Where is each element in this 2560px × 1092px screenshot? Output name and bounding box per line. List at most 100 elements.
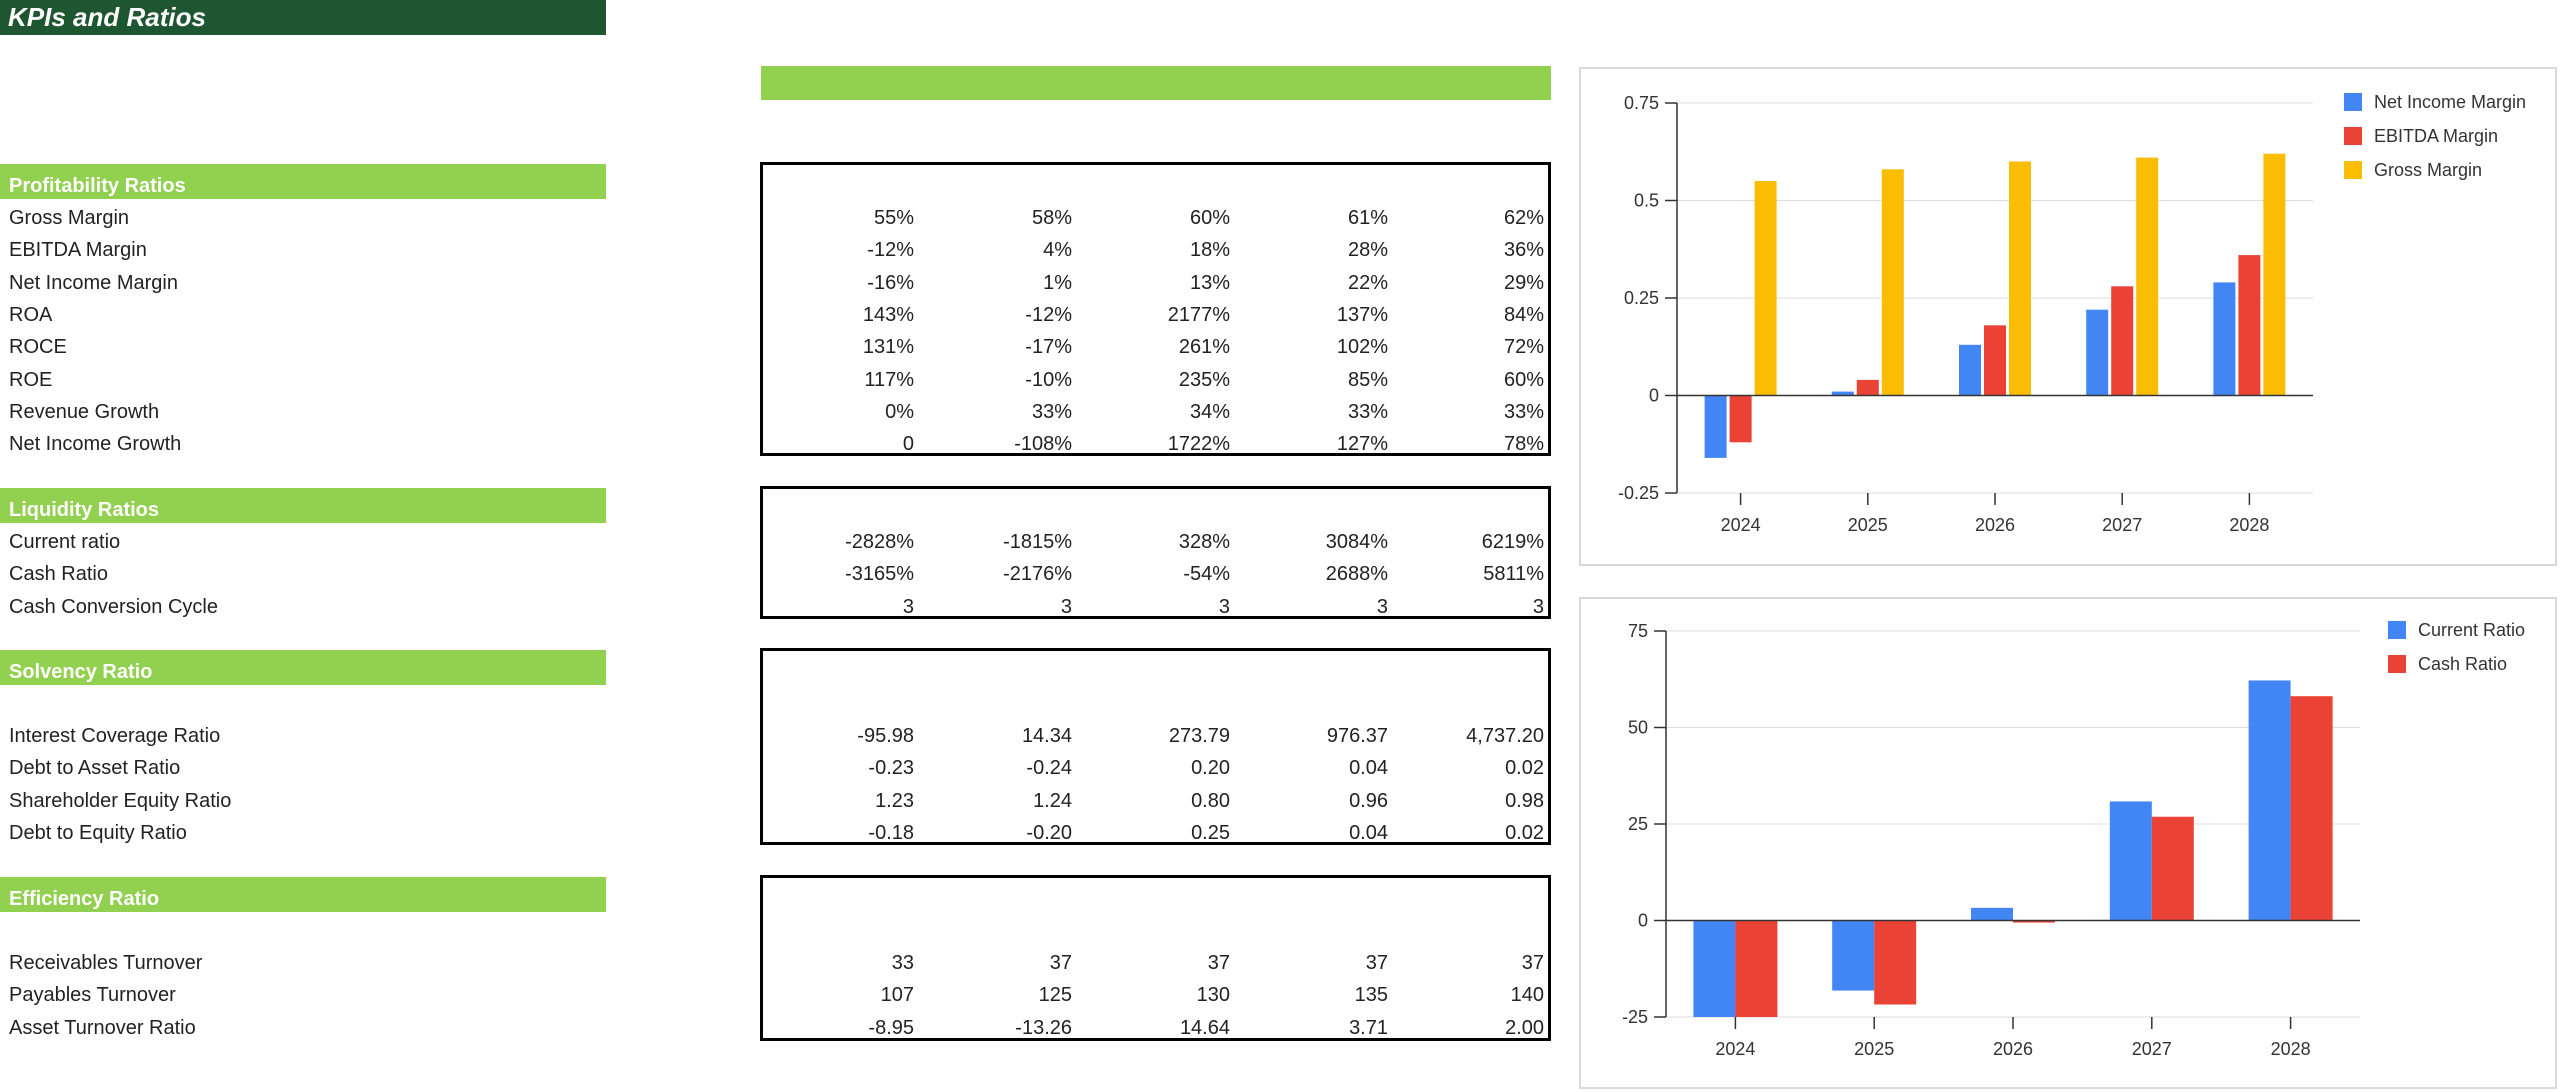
value-cell[interactable]: 235% bbox=[1178, 369, 1230, 391]
value-cell[interactable]: 143% bbox=[862, 304, 914, 326]
value-cell[interactable]: 62% bbox=[1503, 207, 1544, 229]
value-cell[interactable]: -0.23 bbox=[868, 757, 914, 779]
value-cell[interactable]: -1815% bbox=[1003, 531, 1072, 553]
value-cell[interactable]: -2176% bbox=[1003, 563, 1072, 585]
value-cell[interactable]: 3084% bbox=[1325, 531, 1388, 553]
row-label[interactable]: EBITDA Margin bbox=[9, 239, 147, 261]
row-label[interactable]: Net Income Growth bbox=[9, 433, 182, 455]
value-cell[interactable]: 84% bbox=[1503, 304, 1544, 326]
value-cell[interactable]: 1.24 bbox=[1033, 790, 1072, 812]
value-cell[interactable]: 0.04 bbox=[1349, 822, 1388, 844]
value-cell[interactable]: 58% bbox=[1031, 207, 1072, 229]
row-label[interactable]: Shareholder Equity Ratio bbox=[9, 790, 232, 812]
value-cell[interactable]: 261% bbox=[1178, 336, 1230, 358]
value-cell[interactable]: 102% bbox=[1336, 336, 1388, 358]
value-cell[interactable]: -3165% bbox=[845, 563, 914, 585]
value-cell[interactable]: 0.02 bbox=[1505, 757, 1544, 779]
value-cell[interactable]: 127% bbox=[1336, 433, 1388, 455]
value-cell[interactable]: 6219% bbox=[1481, 531, 1544, 553]
value-cell[interactable]: 60% bbox=[1189, 207, 1230, 229]
row-label[interactable]: Cash Conversion Cycle bbox=[9, 596, 218, 618]
value-cell[interactable]: 22% bbox=[1347, 272, 1388, 294]
value-cell[interactable]: 0.98 bbox=[1505, 790, 1544, 812]
value-cell[interactable]: -10% bbox=[1025, 369, 1072, 391]
value-cell[interactable]: 3 bbox=[902, 596, 914, 618]
value-cell[interactable]: 0.96 bbox=[1349, 790, 1388, 812]
value-cell[interactable]: 72% bbox=[1503, 336, 1544, 358]
value-cell[interactable]: 37 bbox=[1521, 952, 1544, 974]
value-cell[interactable]: 1% bbox=[1043, 272, 1072, 294]
value-cell[interactable]: 0.04 bbox=[1349, 757, 1388, 779]
value-cell[interactable]: -0.24 bbox=[1026, 757, 1072, 779]
value-cell[interactable]: 37 bbox=[1365, 952, 1388, 974]
value-cell[interactable]: 37 bbox=[1207, 952, 1230, 974]
value-cell[interactable]: 125 bbox=[1038, 984, 1072, 1006]
value-cell[interactable]: 3 bbox=[1532, 596, 1544, 618]
row-label[interactable]: Receivables Turnover bbox=[9, 952, 203, 974]
value-cell[interactable]: 131% bbox=[862, 336, 914, 358]
row-label[interactable]: ROA bbox=[9, 304, 53, 326]
value-cell[interactable]: 14.34 bbox=[1021, 725, 1072, 747]
row-label[interactable]: Debt to Asset Ratio bbox=[9, 757, 181, 779]
value-cell[interactable]: 328% bbox=[1178, 531, 1230, 553]
value-cell[interactable]: 273.79 bbox=[1168, 725, 1230, 747]
value-cell[interactable]: 1.23 bbox=[875, 790, 914, 812]
value-cell[interactable]: 33 bbox=[891, 952, 914, 974]
row-label[interactable]: Payables Turnover bbox=[9, 984, 176, 1006]
row-label[interactable]: Current ratio bbox=[9, 531, 121, 553]
value-cell[interactable]: 4% bbox=[1043, 239, 1072, 261]
value-cell[interactable]: 13% bbox=[1189, 272, 1230, 294]
value-cell[interactable]: 3.71 bbox=[1349, 1017, 1388, 1039]
value-cell[interactable]: 3 bbox=[1376, 596, 1388, 618]
value-cell[interactable]: -13.26 bbox=[1015, 1017, 1072, 1039]
value-cell[interactable]: 0.02 bbox=[1505, 822, 1544, 844]
value-cell[interactable]: 34% bbox=[1189, 401, 1230, 423]
value-cell[interactable]: 33% bbox=[1031, 401, 1072, 423]
row-label[interactable]: Interest Coverage Ratio bbox=[9, 725, 221, 747]
value-cell[interactable]: 140 bbox=[1510, 984, 1544, 1006]
value-cell[interactable]: 976.37 bbox=[1326, 725, 1388, 747]
value-cell[interactable]: -108% bbox=[1014, 433, 1072, 455]
value-cell[interactable]: 33% bbox=[1347, 401, 1388, 423]
value-cell[interactable]: 5811% bbox=[1483, 563, 1544, 585]
value-cell[interactable]: -95.98 bbox=[857, 725, 914, 747]
value-cell[interactable]: 0.20 bbox=[1191, 757, 1230, 779]
value-cell[interactable]: 117% bbox=[864, 369, 914, 391]
value-cell[interactable]: 33% bbox=[1503, 401, 1544, 423]
row-label[interactable]: Net Income Margin bbox=[9, 272, 178, 294]
value-cell[interactable]: 14.64 bbox=[1179, 1017, 1230, 1039]
value-cell[interactable]: -16% bbox=[867, 272, 914, 294]
value-cell[interactable]: 2.00 bbox=[1505, 1017, 1544, 1039]
value-cell[interactable]: 130 bbox=[1196, 984, 1230, 1006]
value-cell[interactable]: -2828% bbox=[845, 531, 914, 553]
value-cell[interactable]: 1722% bbox=[1167, 433, 1230, 455]
value-cell[interactable]: 135 bbox=[1354, 984, 1388, 1006]
row-label[interactable]: Cash Ratio bbox=[9, 563, 108, 585]
value-cell[interactable]: 85% bbox=[1347, 369, 1388, 391]
value-cell[interactable]: 18% bbox=[1189, 239, 1230, 261]
value-cell[interactable]: -12% bbox=[1025, 304, 1072, 326]
value-cell[interactable]: 78% bbox=[1503, 433, 1544, 455]
value-cell[interactable]: 137% bbox=[1336, 304, 1388, 326]
value-cell[interactable]: -12% bbox=[867, 239, 914, 261]
value-cell[interactable]: 3 bbox=[1218, 596, 1230, 618]
row-label[interactable]: ROCE bbox=[9, 336, 67, 358]
value-cell[interactable]: -17% bbox=[1025, 336, 1072, 358]
value-cell[interactable]: 107 bbox=[880, 984, 914, 1006]
value-cell[interactable]: 36% bbox=[1503, 239, 1544, 261]
value-cell[interactable]: 4,737.20 bbox=[1466, 725, 1544, 747]
value-cell[interactable]: 61% bbox=[1347, 207, 1388, 229]
row-label[interactable]: Gross Margin bbox=[9, 207, 130, 229]
value-cell[interactable]: -0.18 bbox=[868, 822, 914, 844]
row-label[interactable]: Asset Turnover Ratio bbox=[9, 1017, 196, 1039]
value-cell[interactable]: 0% bbox=[885, 401, 914, 423]
value-cell[interactable]: 28% bbox=[1347, 239, 1388, 261]
value-cell[interactable]: 2688% bbox=[1325, 563, 1388, 585]
value-cell[interactable]: 0.80 bbox=[1191, 790, 1230, 812]
value-cell[interactable]: -54% bbox=[1183, 563, 1230, 585]
row-label[interactable]: ROE bbox=[9, 369, 53, 391]
value-cell[interactable]: 0.25 bbox=[1191, 822, 1230, 844]
value-cell[interactable]: 60% bbox=[1503, 369, 1544, 391]
row-label[interactable]: Debt to Equity Ratio bbox=[9, 822, 187, 844]
value-cell[interactable]: -8.95 bbox=[868, 1017, 914, 1039]
